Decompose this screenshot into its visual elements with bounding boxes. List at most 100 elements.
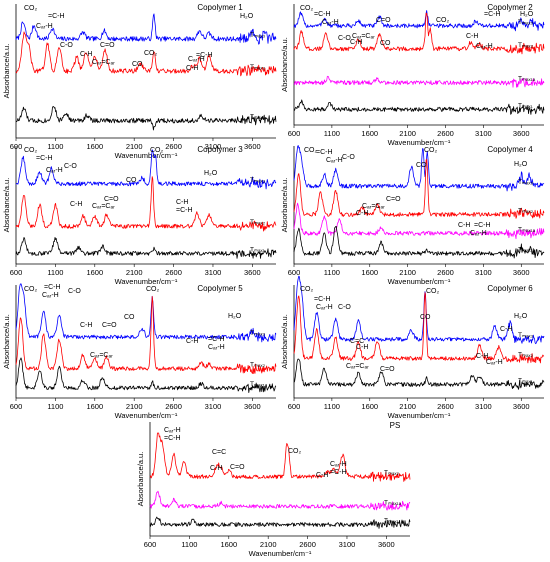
series-label: Tₘₐₓ₂ [518,351,534,358]
y-axis-label: Absorbance/a.u. [136,452,145,507]
x-tick-label: 2600 [437,129,454,138]
x-tick-label: 3100 [475,402,492,411]
x-tick-label: 2600 [299,540,316,549]
peak-annotation: C-H [210,465,222,472]
panel-title: Copolymer 4 [487,145,533,154]
peak-annotation: CO₂ [24,147,38,154]
peak-annotation: Cₐᵣ-H [330,461,347,468]
series-label: Tₘₐₓ₁ [518,102,534,109]
series-label: Tₘₐₓ₁ₐ [518,76,536,83]
peak-annotation: CO [126,177,137,184]
series-line [293,145,545,192]
series-line [293,10,545,32]
x-tick-label: 3100 [205,268,222,277]
series-label: Tₘₐₓ₃ [518,19,534,26]
series-line [293,75,545,88]
peak-annotation: CO [380,40,391,47]
x-tick-label: 2100 [399,129,416,138]
series-line [293,202,545,240]
peak-annotation: CO [124,314,135,321]
peak-annotation: C=C [350,338,364,345]
series-label: Tₘₐₓ₃ [250,330,266,337]
series-line [293,358,545,390]
peak-annotation: =C-H [176,207,193,214]
x-tick-label: 1600 [86,402,103,411]
x-axis-label: Wavenumber/cm⁻¹ [388,411,451,420]
peak-annotation: =C-H [36,155,53,162]
x-tick-label: 2600 [165,402,182,411]
peak-annotation: C-H [350,39,362,46]
peak-annotation: Cₐᵣ-H [316,304,333,311]
panel-title: Copolymer 2 [487,3,533,12]
peak-annotation: C=O [386,196,401,203]
series-line [149,516,411,529]
chart-panel-7: 600 1100 1600 2100 2600 3100 3600 Wavenumber/cm… [136,421,411,558]
x-tick-label: 1100 [47,142,63,151]
x-tick-label: 2100 [126,268,143,277]
peak-annotation: C-H [316,472,328,479]
panel-title: Copolymer 5 [197,284,243,293]
x-axis-label: Wavenumber/cm⁻¹ [388,277,451,286]
panel-title: Copolymer 6 [487,284,533,293]
x-tick-label: 1100 [324,402,340,411]
y-axis-label: Absorbance/a.u. [280,37,289,92]
x-tick-label: 3600 [244,142,261,151]
x-tick-label: 600 [144,540,157,549]
series-line [149,490,411,511]
series-label: Tₘₐₓ₂ [518,42,534,49]
x-tick-label: 1600 [86,268,103,277]
series-line [293,225,545,259]
x-tick-label: 1100 [47,402,63,411]
peak-annotation: =C-H [330,469,347,476]
series-line [149,432,411,482]
series-line [293,158,545,219]
peak-annotation: C-O [64,163,77,170]
x-tick-label: 2100 [399,268,416,277]
peak-annotation: C-H [70,201,82,208]
x-tick-label: 3100 [475,129,492,138]
x-tick-label: 3600 [244,402,261,411]
peak-annotation: Cₐᵣ-H [46,167,63,174]
series-label: Tₘₐₓ₂ [250,219,266,226]
series-label: Tₘₐₓ₁ [384,518,400,525]
chart-panel-2: 600 1100 1600 2100 2600 3100 3600 Wavenumber/cm… [280,3,545,147]
peak-annotation: C-H [458,222,470,229]
x-tick-label: 1600 [220,540,237,549]
peak-annotation: Cₐᵣ=Cₐᵣ [346,363,369,370]
peak-annotation: Cₐᵣ=Cₐᵣ [352,33,375,40]
series-label: Tₘₐₓ₁ [518,246,534,253]
peak-annotation: =C-H [314,11,331,18]
peak-annotation: =C-H [44,284,61,291]
x-tick-label: 600 [10,402,23,411]
x-tick-label: 3600 [378,540,395,549]
x-tick-label: 3100 [475,268,492,277]
peak-annotation: Cₐᵣ-H [486,359,503,366]
x-axis-label: Wavenumber/cm⁻¹ [115,411,178,420]
x-axis-label: Wavenumber/cm⁻¹ [115,277,178,286]
x-tick-label: 1100 [324,129,340,138]
series-line [293,275,545,345]
x-tick-label: 600 [288,402,301,411]
peak-annotation: C-O [60,42,73,49]
x-tick-label: 2600 [437,402,454,411]
x-tick-label: 3600 [513,268,530,277]
peak-annotation: CO [420,314,431,321]
peak-annotation: CO₂ [300,5,314,12]
x-tick-label: 2100 [399,402,416,411]
x-axis-label: Wavenumber/cm⁻¹ [115,151,178,160]
x-tick-label: 2100 [260,540,277,549]
peak-annotation: Cₐᵣ-H [164,427,181,434]
x-tick-label: 2100 [126,142,143,151]
peak-annotation: Cₐᵣ-H [322,19,339,26]
y-axis-label: Absorbance/a.u. [280,314,289,369]
chart-panel-4: 600 1100 1600 2100 2600 3100 3600 Wavenumber/cm… [280,145,545,286]
peak-annotation: Cₐᵣ-H [208,344,225,351]
peak-annotation: CO [132,61,143,68]
peak-annotation: C-H [500,326,512,333]
y-axis-label: Absorbance/a.u. [2,44,11,99]
x-tick-label: 1600 [361,268,378,277]
series-label: Tₘₐₓ₂ [250,362,266,369]
peak-annotation: CO₂ [24,286,38,293]
series-label: Tₘₐₓ₁ₐ [384,499,402,506]
peak-annotation: H₂O [514,313,528,320]
